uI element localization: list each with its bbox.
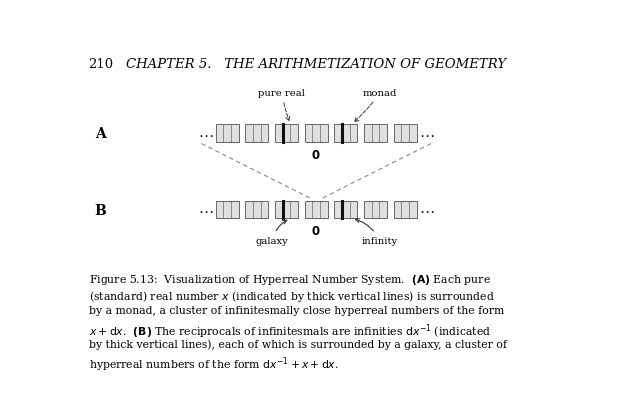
Bar [394, 125, 416, 142]
Text: hyperreal numbers of the form $\mathrm{d}x^{-1} + x + \mathrm{d}x$.: hyperreal numbers of the form $\mathrm{d… [89, 355, 339, 373]
Bar [216, 125, 239, 142]
Bar [275, 125, 298, 142]
Bar [394, 202, 416, 219]
Text: monad: monad [355, 89, 397, 122]
Bar [334, 202, 357, 219]
Bar [364, 125, 387, 142]
Text: by a monad, a cluster of infinitesmally close hyperreal numbers of the form: by a monad, a cluster of infinitesmally … [89, 305, 504, 315]
Bar [275, 202, 298, 219]
Bar [305, 202, 328, 219]
Text: (standard) real number $x$ (indicated by thick vertical lines) is surrounded: (standard) real number $x$ (indicated by… [89, 289, 495, 304]
Bar [246, 125, 268, 142]
Bar [216, 202, 239, 219]
Text: pure real: pure real [259, 89, 305, 121]
Text: B: B [94, 203, 106, 217]
Text: $x + \mathrm{d}x$.  $\mathbf{(B)}$ The reciprocals of infinitesmals are infiniti: $x + \mathrm{d}x$. $\mathbf{(B)}$ The re… [89, 322, 491, 340]
Text: CHAPTER 5.   THE ARITHMETIZATION OF GEOMETRY: CHAPTER 5. THE ARITHMETIZATION OF GEOMET… [126, 57, 507, 71]
Text: A: A [95, 127, 106, 141]
Text: galaxy: galaxy [256, 221, 289, 245]
Text: $\cdots$: $\cdots$ [197, 126, 213, 141]
Text: 210: 210 [88, 57, 113, 71]
Bar [364, 202, 387, 219]
Bar [246, 202, 268, 219]
Text: $\cdots$: $\cdots$ [420, 203, 435, 218]
Text: Figure 5.13:  Visualization of Hyperreal Number System.  $\mathbf{(A)}$ Each pur: Figure 5.13: Visualization of Hyperreal … [89, 272, 491, 286]
Text: $\cdots$: $\cdots$ [197, 203, 213, 218]
Text: $\bf{0}$: $\bf{0}$ [312, 225, 321, 237]
Bar [305, 125, 328, 142]
Text: infinity: infinity [355, 219, 397, 245]
Text: by thick vertical lines), each of which is surrounded by a galaxy, a cluster of: by thick vertical lines), each of which … [89, 338, 507, 349]
Text: $\bf{0}$: $\bf{0}$ [312, 148, 321, 161]
Text: $\cdots$: $\cdots$ [420, 126, 435, 141]
Bar [334, 125, 357, 142]
